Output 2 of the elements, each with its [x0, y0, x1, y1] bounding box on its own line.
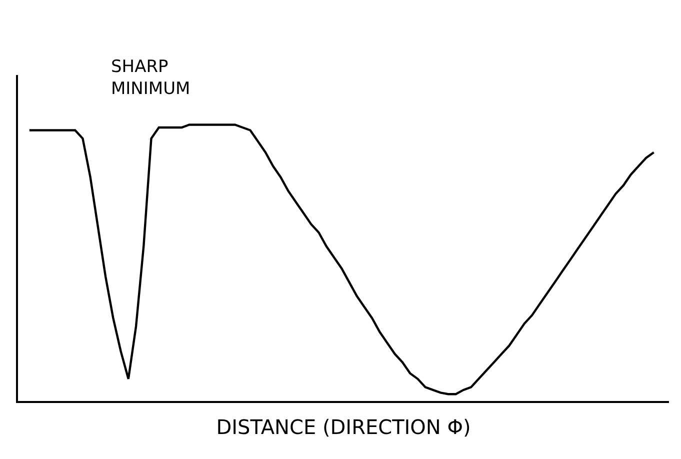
text: SHARP MINIMUM [111, 57, 190, 100]
x-axis-title: DISTANCE (DIRECTION Φ) [216, 415, 471, 439]
